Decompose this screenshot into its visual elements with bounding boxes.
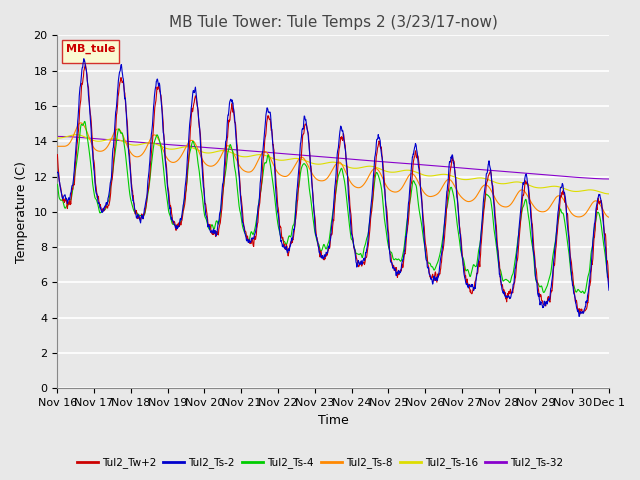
Title: MB Tule Tower: Tule Temps 2 (3/23/17-now): MB Tule Tower: Tule Temps 2 (3/23/17-now… xyxy=(169,15,498,30)
Legend:  xyxy=(62,40,120,63)
Legend: Tul2_Tw+2, Tul2_Ts-2, Tul2_Ts-4, Tul2_Ts-8, Tul2_Ts-16, Tul2_Ts-32: Tul2_Tw+2, Tul2_Ts-2, Tul2_Ts-4, Tul2_Ts… xyxy=(72,453,568,472)
Y-axis label: Temperature (C): Temperature (C) xyxy=(15,161,28,263)
X-axis label: Time: Time xyxy=(318,414,349,427)
